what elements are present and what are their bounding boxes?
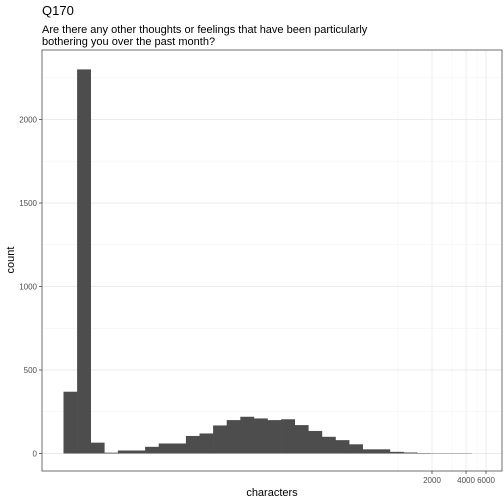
histogram-bar-16 bbox=[281, 419, 295, 454]
histogram-bar-22 bbox=[362, 449, 377, 454]
histogram-bar-14 bbox=[253, 418, 268, 454]
histogram-bar-11 bbox=[213, 425, 227, 454]
y-tick-label-1500: 1500 bbox=[19, 199, 37, 208]
histogram-bar-5 bbox=[131, 450, 146, 454]
histogram-bar-13 bbox=[240, 416, 255, 454]
histogram-bar-2 bbox=[90, 442, 105, 454]
plot-border bbox=[41, 49, 503, 472]
histogram-bar-15 bbox=[267, 420, 282, 454]
y-axis-label: count bbox=[5, 247, 17, 274]
y-tick-label-1000: 1000 bbox=[19, 283, 37, 292]
histogram-bar-9 bbox=[185, 435, 200, 454]
histogram-bar-0 bbox=[63, 391, 78, 454]
histogram-bar-23 bbox=[376, 449, 391, 454]
plot-panel bbox=[42, 50, 502, 471]
histogram-bar-17 bbox=[294, 425, 309, 454]
histogram-bar-8 bbox=[172, 443, 187, 454]
chart-title: Q170 bbox=[42, 3, 74, 18]
x-tick-label-4000: 4000 bbox=[457, 476, 475, 485]
histogram-bars bbox=[63, 69, 472, 454]
histogram-bar-24 bbox=[389, 451, 404, 454]
x-tick-label-6000: 6000 bbox=[477, 476, 495, 485]
y-tick-label-2000: 2000 bbox=[19, 116, 37, 125]
y-axis-ticks: 0 500 1000 1500 2000 bbox=[19, 116, 42, 459]
histogram-bar-10 bbox=[199, 433, 214, 454]
histogram-bar-7 bbox=[158, 443, 173, 454]
histogram-bar-19 bbox=[321, 436, 336, 454]
x-axis-label: characters bbox=[246, 487, 298, 499]
histogram-bar-1 bbox=[77, 69, 91, 454]
x-tick-label-2000: 2000 bbox=[423, 476, 441, 485]
histogram-bar-26 bbox=[417, 452, 431, 454]
histogram-bar-4 bbox=[117, 450, 132, 454]
histogram-bar-21 bbox=[349, 444, 363, 454]
x-axis-ticks: 2000 4000 6000 bbox=[423, 471, 495, 485]
histogram-bar-18 bbox=[308, 430, 323, 454]
y-tick-label-500: 500 bbox=[24, 366, 38, 375]
chart-subtitle-line-2: bothering you over the past month? bbox=[42, 36, 215, 48]
gridlines bbox=[42, 50, 502, 471]
histogram-bar-12 bbox=[226, 420, 241, 454]
histogram-bar-20 bbox=[335, 440, 350, 454]
histogram-bar-3 bbox=[104, 452, 119, 454]
y-tick-label-0: 0 bbox=[33, 450, 38, 459]
histogram-bar-25 bbox=[403, 452, 418, 454]
histogram-bar-6 bbox=[145, 446, 159, 454]
chart-subtitle-line-1: Are there any other thoughts or feelings… bbox=[42, 24, 368, 36]
